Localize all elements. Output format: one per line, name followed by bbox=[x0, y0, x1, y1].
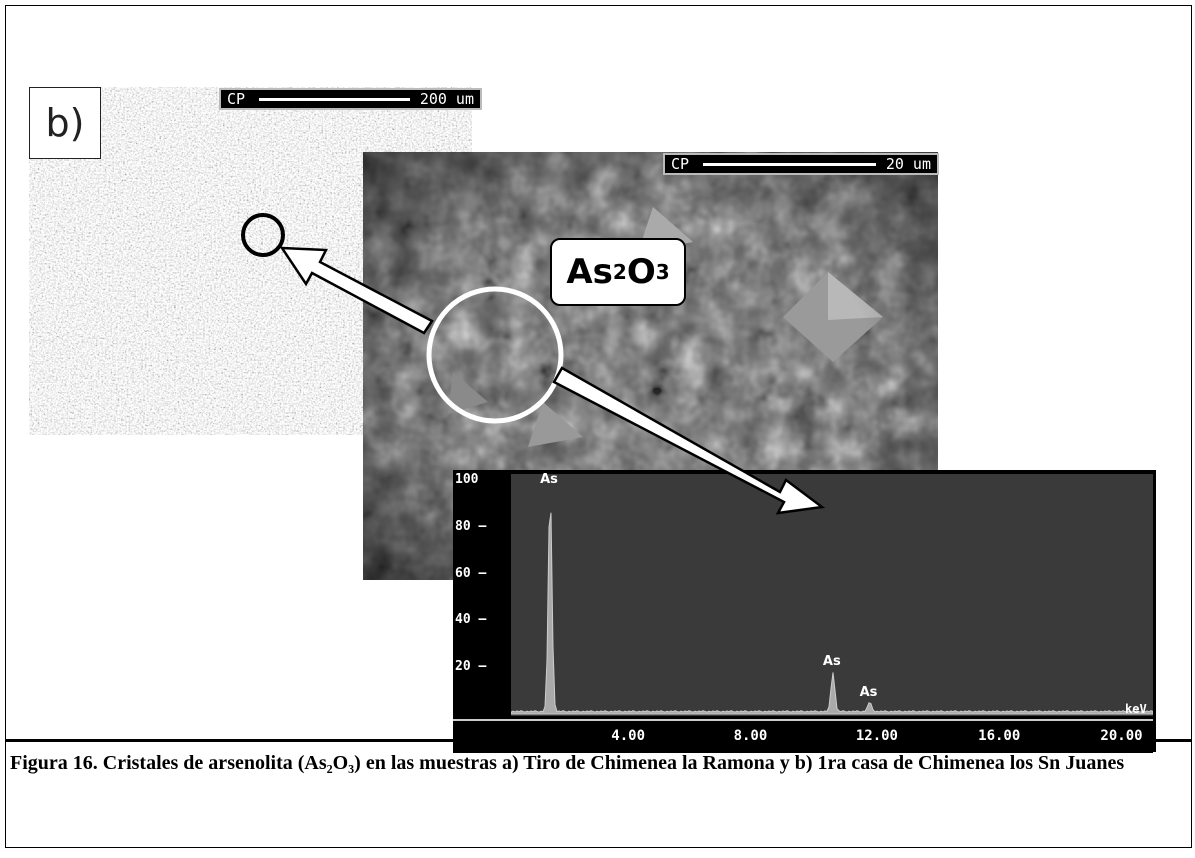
scale-prefix: CP bbox=[671, 155, 690, 173]
spectrum-svg bbox=[510, 512, 1154, 715]
x-axis bbox=[453, 719, 1153, 753]
scale-value: 200 um bbox=[419, 90, 474, 108]
y-tick-label: 40 – bbox=[455, 612, 487, 628]
y-tick-label: 60 – bbox=[455, 565, 487, 581]
spectrum-trace bbox=[510, 512, 1154, 715]
peak-label-1: As bbox=[822, 654, 841, 670]
compound-sub-3: 3 bbox=[655, 260, 670, 284]
compound-label: As 2 O 3 bbox=[550, 238, 686, 306]
arrow-to-spectrum bbox=[552, 366, 826, 515]
scale-line bbox=[259, 97, 410, 101]
zoom-circle-small bbox=[241, 213, 285, 257]
scale-value: 20 um bbox=[885, 155, 931, 173]
panel-label: b) bbox=[29, 87, 101, 159]
peak-label-2: As bbox=[859, 684, 878, 700]
scale-line bbox=[703, 162, 876, 166]
y-tick-label: 20 – bbox=[455, 659, 487, 675]
plot-area bbox=[510, 474, 1154, 716]
peak-label-0: As bbox=[540, 471, 558, 487]
compound-o: O bbox=[626, 252, 656, 292]
zoom-circle-large bbox=[426, 286, 564, 424]
x-axis-label: keV bbox=[1125, 702, 1147, 716]
arrow-to-low-mag bbox=[279, 246, 434, 335]
y-tick-label: 80 – bbox=[455, 518, 487, 534]
edx-spectrum: 100 80 –60 –40 –20 – 4.00 8.00 12.00 16.00 20… bbox=[453, 470, 1156, 753]
scale-bar-200um: CP 200 um bbox=[219, 88, 482, 110]
scale-bar-20um: CP 20 um bbox=[663, 153, 939, 175]
compound-sub-2: 2 bbox=[612, 260, 627, 284]
figure-caption: Figura 16. Cristales de arsenolita (As₂O… bbox=[10, 752, 1125, 774]
caption-box bbox=[5, 740, 1192, 848]
compound-as: As bbox=[566, 252, 613, 292]
y-tick-label: 100 bbox=[455, 472, 479, 487]
scale-prefix: CP bbox=[227, 90, 246, 108]
